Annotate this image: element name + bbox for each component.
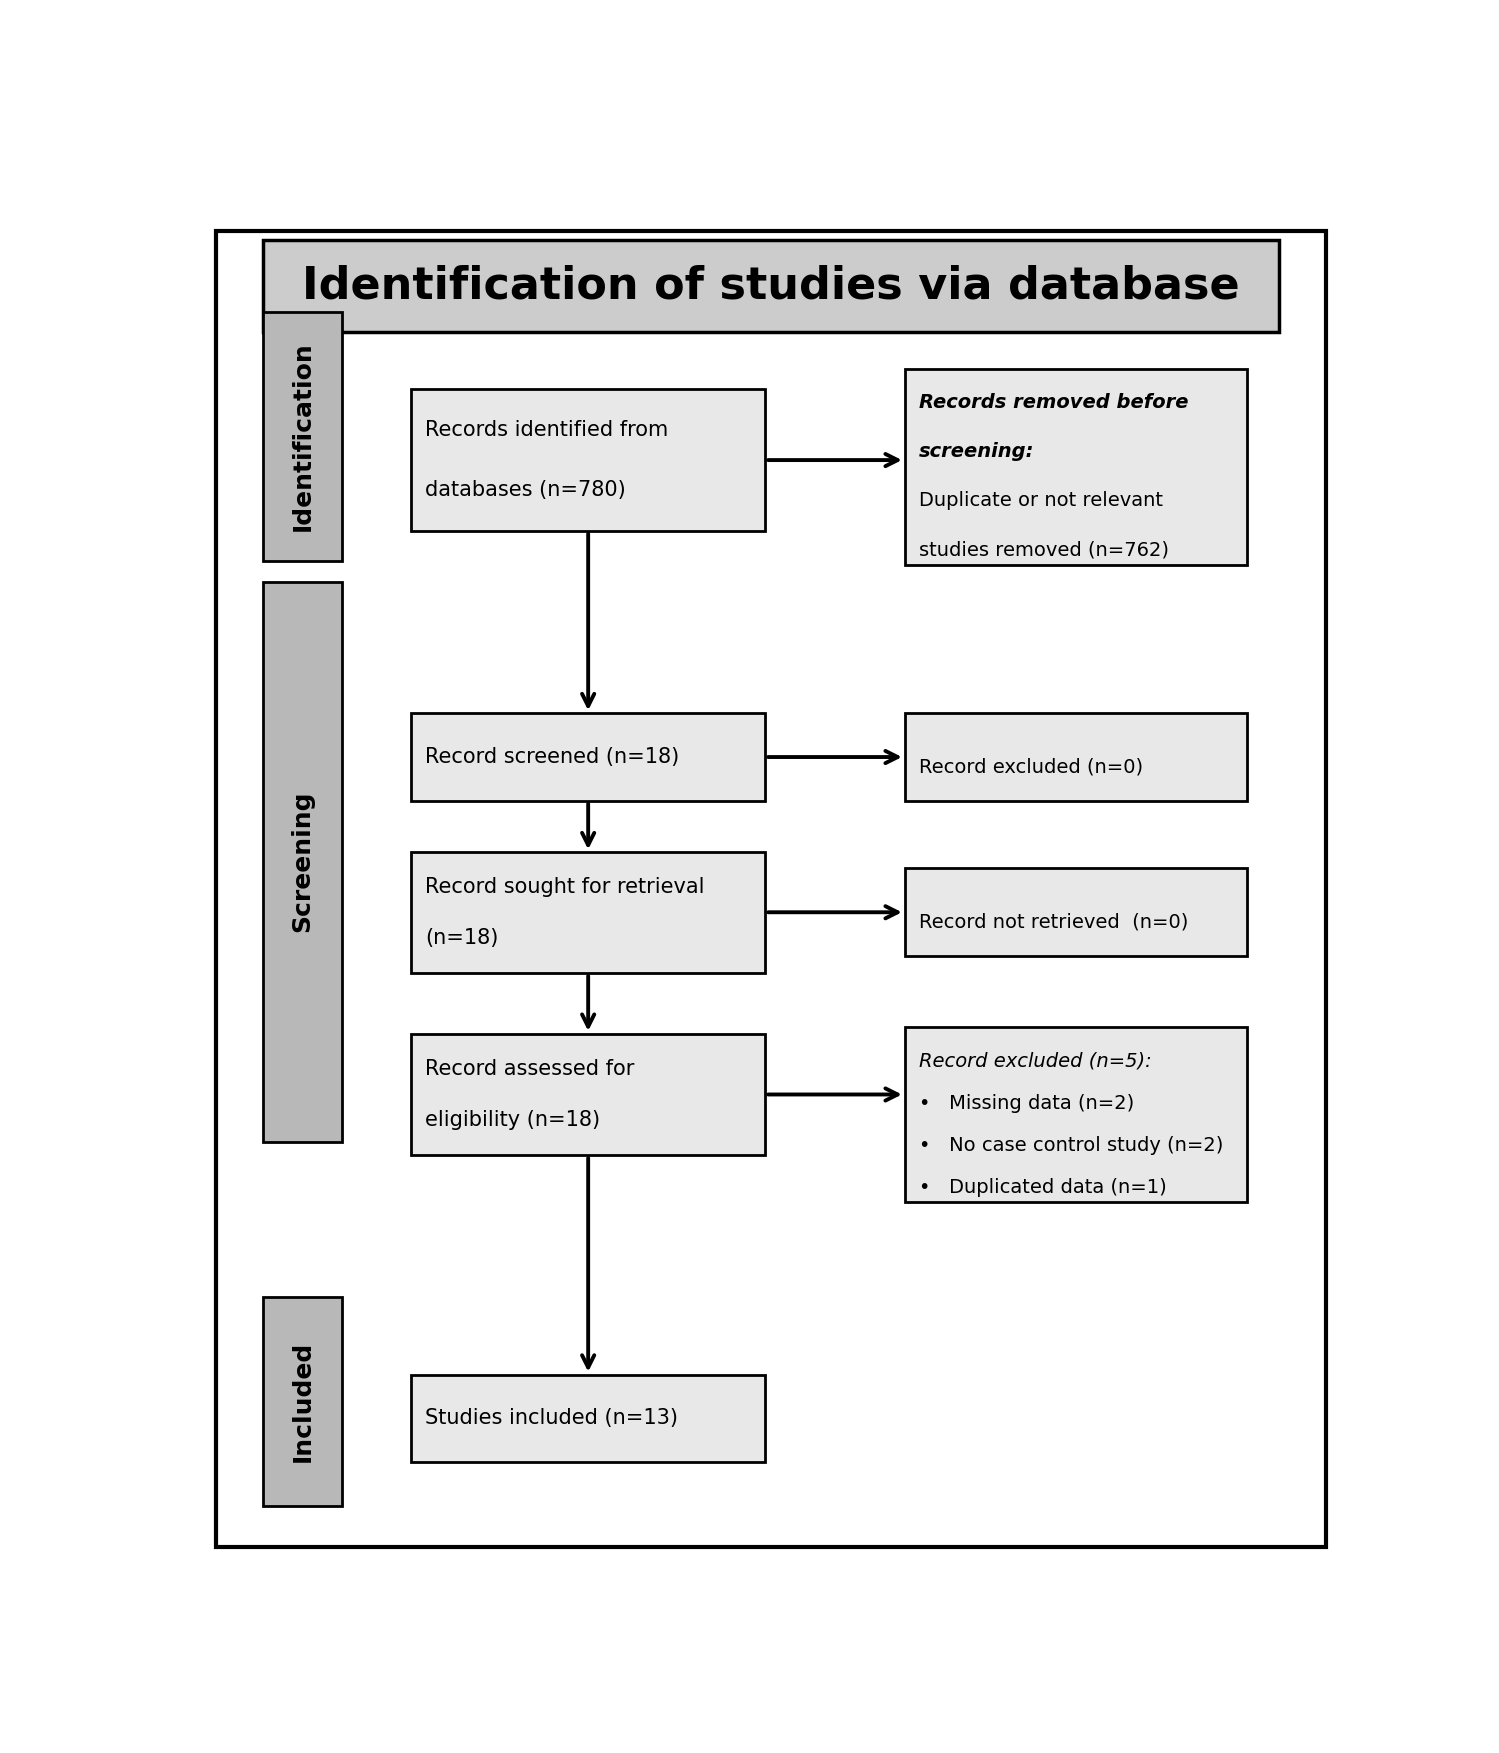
FancyBboxPatch shape [411,389,766,531]
Text: Identification: Identification [291,342,315,531]
FancyBboxPatch shape [905,868,1247,955]
Text: •   No case control study (n=2): • No case control study (n=2) [919,1136,1223,1155]
Text: Included: Included [291,1341,315,1462]
FancyBboxPatch shape [216,231,1325,1546]
Text: Identification of studies via database: Identification of studies via database [303,265,1240,307]
Text: screening:: screening: [919,442,1034,461]
FancyBboxPatch shape [411,713,766,801]
Text: Records identified from: Records identified from [424,421,669,440]
Text: •   Duplicated data (n=1): • Duplicated data (n=1) [919,1178,1166,1197]
FancyBboxPatch shape [411,1374,766,1462]
Text: Record screened (n=18): Record screened (n=18) [424,747,679,768]
Text: Record assessed for: Record assessed for [424,1059,634,1080]
Text: databases (n=780): databases (n=780) [424,480,625,500]
Text: Duplicate or not relevant: Duplicate or not relevant [919,491,1163,510]
Text: Record excluded (n=5):: Record excluded (n=5): [919,1052,1151,1071]
FancyBboxPatch shape [411,852,766,973]
Text: Record excluded (n=0): Record excluded (n=0) [919,757,1142,777]
Text: (n=18): (n=18) [424,927,498,948]
Text: studies removed (n=762): studies removed (n=762) [919,540,1169,559]
FancyBboxPatch shape [262,582,342,1141]
Text: Record sought for retrieval: Record sought for retrieval [424,876,705,898]
Text: Record not retrieved  (n=0): Record not retrieved (n=0) [919,912,1189,931]
Text: Screening: Screening [291,791,315,933]
Text: Studies included (n=13): Studies included (n=13) [424,1408,678,1429]
Text: eligibility (n=18): eligibility (n=18) [424,1110,600,1131]
Text: Records removed before: Records removed before [919,393,1189,412]
FancyBboxPatch shape [905,713,1247,801]
FancyBboxPatch shape [262,1297,342,1506]
FancyBboxPatch shape [905,368,1247,564]
Text: •   Missing data (n=2): • Missing data (n=2) [919,1094,1133,1113]
FancyBboxPatch shape [905,1027,1247,1203]
FancyBboxPatch shape [411,1034,766,1155]
FancyBboxPatch shape [262,312,342,561]
FancyBboxPatch shape [262,240,1279,331]
